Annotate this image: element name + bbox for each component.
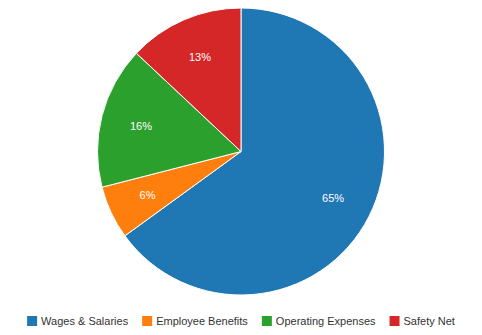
data-label: 13%	[189, 51, 211, 63]
data-labels: 65% 6% 16% 13%	[130, 51, 344, 205]
pie-slice	[136, 8, 241, 152]
data-label: 65%	[322, 192, 344, 204]
legend-item: Operating Expenses	[262, 315, 376, 327]
legend-label: Safety Net	[404, 315, 455, 327]
chart-container: 65% 6% 16% 13% Wages & Salaries Employee Bene…	[0, 0, 482, 335]
legend-item: Wages & Salaries	[27, 315, 129, 327]
legend-label: Employee Benefits	[156, 315, 248, 327]
legend-label: Operating Expenses	[276, 315, 376, 327]
data-label: 6%	[140, 189, 156, 201]
legend-swatch	[262, 316, 272, 326]
pie	[97, 8, 384, 295]
legend-item: Employee Benefits	[142, 315, 248, 327]
chart-svg: 65% 6% 16% 13% Wages & Salaries Employee Bene…	[0, 0, 482, 335]
legend-swatch	[142, 316, 152, 326]
legend-item: Safety Net	[390, 315, 455, 327]
legend-swatch	[27, 316, 37, 326]
legend: Wages & Salaries Employee Benefits Operati…	[27, 315, 455, 327]
data-label: 16%	[130, 120, 152, 132]
legend-swatch	[390, 316, 400, 326]
legend-label: Wages & Salaries	[41, 315, 129, 327]
